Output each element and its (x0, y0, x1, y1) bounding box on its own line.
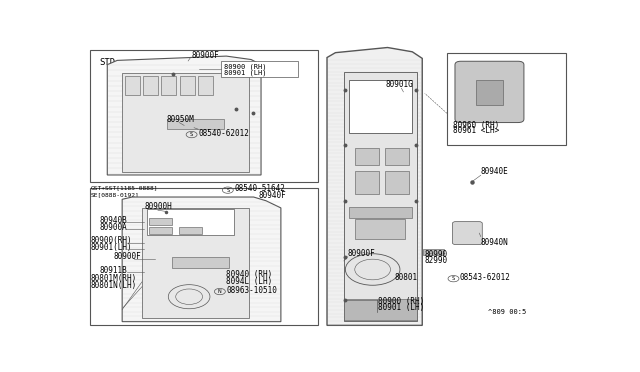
Text: 80940 (RH): 80940 (RH) (227, 270, 273, 279)
Bar (344, 299, 417, 320)
Bar (179, 227, 202, 234)
Text: ^809 00:5: ^809 00:5 (488, 310, 526, 315)
Polygon shape (327, 48, 422, 326)
Bar (349, 80, 412, 134)
Text: 80960 (RH): 80960 (RH) (453, 121, 499, 130)
Text: 80900(RH): 80900(RH) (91, 236, 132, 245)
Bar (172, 257, 229, 268)
Text: 80901G: 80901G (385, 80, 413, 89)
Bar (161, 76, 176, 95)
Bar (142, 208, 248, 318)
Bar (90, 50, 318, 182)
Bar (355, 171, 379, 193)
Text: 80940F: 80940F (259, 191, 286, 200)
Text: S: S (227, 187, 229, 193)
Text: 80801M(RH): 80801M(RH) (91, 274, 137, 283)
FancyBboxPatch shape (455, 61, 524, 122)
Bar (476, 80, 503, 105)
Text: 80900F: 80900F (114, 252, 141, 261)
Bar (150, 218, 172, 225)
Text: GST+SST[1185-0888]: GST+SST[1185-0888] (91, 185, 159, 190)
Text: N: N (218, 289, 221, 294)
Text: 80940N: 80940N (481, 238, 509, 247)
Text: 80950D: 80950D (481, 130, 509, 139)
Polygon shape (122, 197, 281, 322)
Text: 80961 <LH>: 80961 <LH> (453, 126, 499, 135)
Bar (167, 119, 224, 129)
Text: 80901(LH): 80901(LH) (91, 243, 132, 252)
Text: 80911B: 80911B (100, 266, 127, 275)
Text: 8094L (LH): 8094L (LH) (227, 277, 273, 286)
Text: STD: STD (100, 58, 116, 67)
Text: 08963-10510: 08963-10510 (227, 286, 278, 295)
Text: S: S (190, 132, 193, 137)
FancyBboxPatch shape (452, 222, 483, 244)
Bar (344, 72, 417, 321)
Text: 80940E: 80940E (481, 167, 509, 176)
Bar (147, 209, 234, 235)
Text: 80900F: 80900F (191, 51, 220, 60)
Text: 80990: 80990 (425, 250, 448, 259)
Text: 80801: 80801 (395, 273, 418, 282)
Bar (198, 76, 213, 95)
Text: 82990: 82990 (425, 256, 448, 265)
Text: 80900H: 80900H (145, 202, 172, 211)
Text: 80801N(LH): 80801N(LH) (91, 280, 137, 289)
Text: S: S (452, 276, 455, 281)
Text: 80900 (RH): 80900 (RH) (378, 297, 424, 306)
Bar (90, 188, 318, 326)
Bar (221, 61, 298, 77)
Polygon shape (108, 56, 261, 175)
Text: 80900A: 80900A (100, 223, 127, 232)
Bar (143, 76, 158, 95)
Text: 80901 (LH): 80901 (LH) (224, 70, 266, 76)
Text: 80950M: 80950M (167, 115, 195, 124)
Bar (447, 53, 566, 145)
Text: SE[0888-0192]: SE[0888-0192] (91, 192, 140, 197)
Text: 08540-62012: 08540-62012 (198, 129, 249, 138)
Bar (180, 76, 195, 95)
Text: 08543-62012: 08543-62012 (460, 273, 511, 282)
Bar (150, 227, 172, 234)
Text: 80901 (LH): 80901 (LH) (378, 303, 424, 312)
Text: 80900 (RH): 80900 (RH) (224, 63, 266, 70)
Text: 80900F: 80900F (348, 249, 376, 258)
Bar (385, 171, 409, 193)
Text: 80940B: 80940B (100, 216, 127, 225)
Bar (355, 219, 405, 240)
Text: 08540-51642: 08540-51642 (235, 184, 285, 193)
Bar (349, 207, 412, 218)
Bar (385, 148, 409, 165)
Bar (125, 76, 140, 95)
Bar (122, 73, 248, 172)
Bar (355, 148, 379, 165)
Bar (423, 249, 444, 255)
